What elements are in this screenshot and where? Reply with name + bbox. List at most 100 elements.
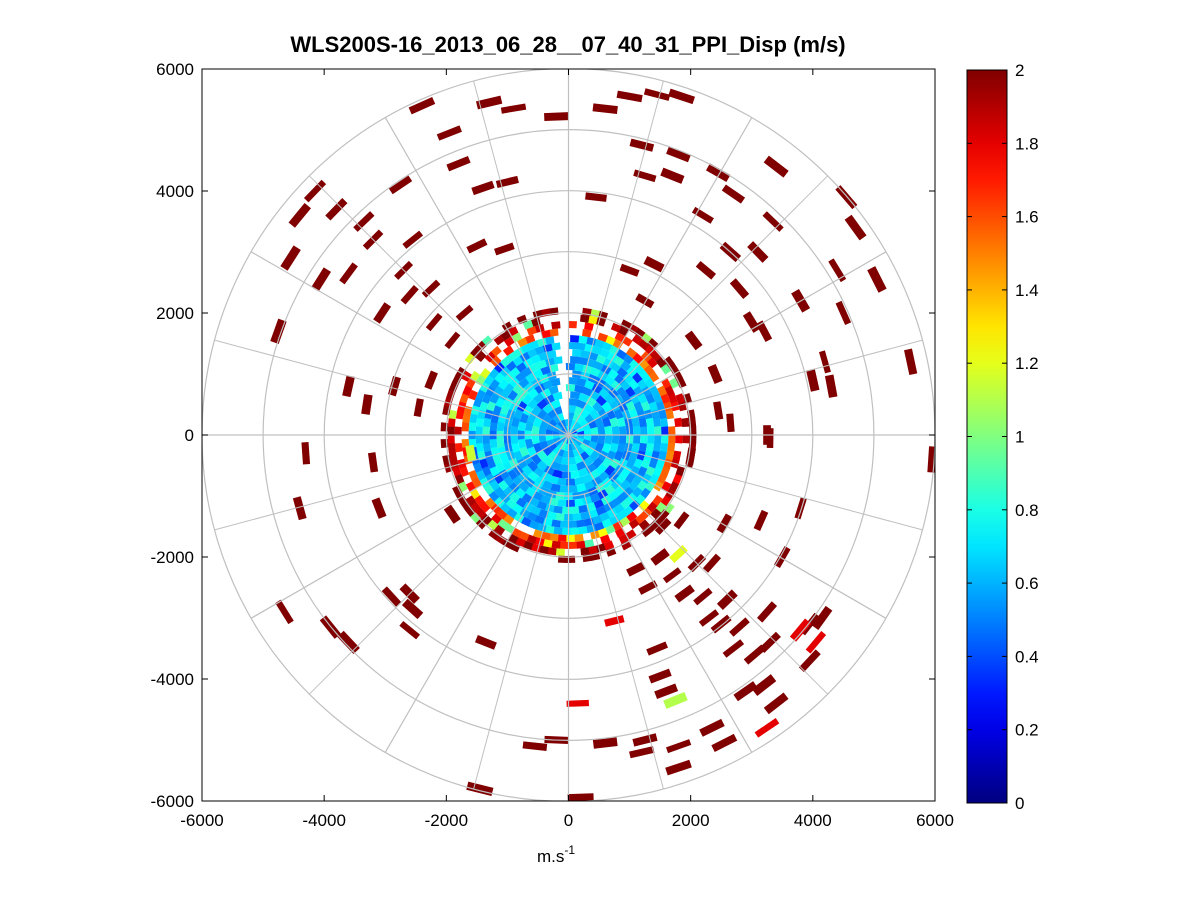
core-cell <box>496 421 505 432</box>
core-cell <box>557 448 565 458</box>
core-cell <box>614 373 626 385</box>
core-cell <box>458 481 468 493</box>
core-cell <box>471 477 482 489</box>
core-cell <box>505 498 517 510</box>
core-cell <box>601 401 613 413</box>
core-cell <box>570 419 577 428</box>
core-cell <box>570 356 580 364</box>
core-cell <box>601 416 612 427</box>
core-cell <box>621 393 632 405</box>
core-cell <box>645 465 656 477</box>
core-cell <box>493 334 505 346</box>
core-cell <box>611 434 620 445</box>
data-cell <box>763 692 789 715</box>
core-cell <box>653 442 662 453</box>
core-cell <box>552 446 561 456</box>
core-cell <box>506 508 518 519</box>
data-cell <box>806 368 820 392</box>
core-cell <box>665 409 675 420</box>
colorbar-tick-label: 0.6 <box>1015 574 1039 593</box>
core-cell <box>576 540 586 549</box>
core-cell <box>598 470 610 482</box>
core-cell <box>562 506 572 514</box>
core-cell <box>531 425 540 436</box>
core-cell <box>530 505 542 516</box>
grid-spoke <box>250 434 569 619</box>
core-cell <box>497 379 509 391</box>
data-cell <box>367 452 379 473</box>
core-cell <box>619 516 631 527</box>
core-cell <box>502 345 514 356</box>
core-cell <box>576 414 585 424</box>
core-cell <box>628 378 640 390</box>
core-cell <box>519 531 530 542</box>
data-cell <box>494 242 515 256</box>
core-cell <box>508 376 520 388</box>
core-cell <box>530 317 541 327</box>
core-cell <box>540 388 552 399</box>
data-cell <box>722 639 745 658</box>
colorbar-ticks: 0 0.2 0.4 0.6 0.8 1 1.2 1.4 1.6 1.8 2 <box>967 61 1039 813</box>
core-cell <box>586 336 597 346</box>
data-cell <box>662 567 682 584</box>
core-cell <box>475 417 484 428</box>
core-cell <box>548 418 558 428</box>
core-cell <box>640 425 648 435</box>
core-cell <box>568 419 573 427</box>
core-cell <box>552 469 563 479</box>
core-cell <box>605 547 617 557</box>
core-cell <box>557 441 565 449</box>
data-cell <box>592 737 618 749</box>
core-cell <box>517 337 528 348</box>
core-cell <box>568 520 578 528</box>
core-cell <box>622 353 634 365</box>
data-cell <box>342 375 355 398</box>
core-cell <box>474 495 486 507</box>
core-cell <box>682 393 692 404</box>
core-cell <box>572 513 582 521</box>
data-cell <box>408 96 436 115</box>
core-cell <box>638 339 650 351</box>
data-cell <box>500 103 527 114</box>
core-cell <box>604 464 616 476</box>
core-cell <box>583 455 595 467</box>
core-cell <box>482 417 492 428</box>
core-cell <box>524 372 536 384</box>
core-cell <box>578 392 590 403</box>
core-cell <box>489 379 500 391</box>
x-tick-label: 4000 <box>794 811 832 830</box>
data-cell <box>674 584 695 603</box>
core-cell <box>605 335 616 346</box>
core-cell <box>572 349 582 357</box>
core-cell <box>500 330 512 341</box>
core-cell <box>618 434 627 445</box>
core-cell <box>634 327 646 339</box>
core-cell <box>454 426 462 436</box>
core-cell <box>572 412 580 422</box>
data-cell <box>402 230 424 249</box>
core-cell <box>469 346 481 358</box>
core-cell <box>574 498 585 507</box>
core-cell <box>521 465 533 477</box>
core-cell <box>595 463 608 475</box>
core-cell <box>651 409 660 420</box>
core-cell <box>475 442 484 453</box>
core-cell <box>625 458 636 470</box>
data-cell <box>673 511 690 530</box>
x-axis-label-superscript: -1 <box>564 843 575 857</box>
core-cell <box>588 545 599 555</box>
core-cell <box>548 443 558 452</box>
core-cell <box>576 437 584 443</box>
core-cell <box>640 400 651 412</box>
core-cell <box>584 434 592 441</box>
core-cell <box>578 467 590 478</box>
core-cell <box>566 478 576 486</box>
core-cell <box>568 412 575 420</box>
core-cell <box>592 515 603 525</box>
core-cell <box>669 377 679 389</box>
core-cell <box>463 405 473 416</box>
data-cell <box>763 155 789 178</box>
core-cell <box>479 381 490 393</box>
core-cell <box>529 497 540 508</box>
